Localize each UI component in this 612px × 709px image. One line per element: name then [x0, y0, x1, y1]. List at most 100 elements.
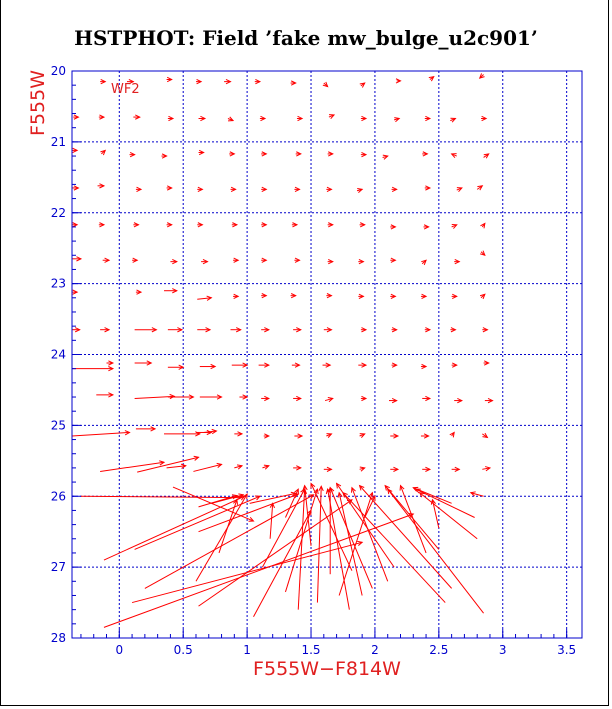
vector-arrowhead — [414, 488, 421, 494]
offset-vector — [269, 502, 275, 539]
offset-vector — [291, 362, 301, 368]
vector-arrowhead — [229, 151, 236, 157]
vector-line — [103, 495, 245, 561]
vector-line — [262, 488, 306, 568]
offset-vector — [290, 80, 297, 86]
vector-line — [203, 430, 217, 433]
vector-arrowhead — [483, 360, 490, 366]
vector-arrowhead — [361, 327, 368, 333]
offset-vector — [358, 259, 365, 265]
vector-arrowhead — [449, 431, 455, 438]
vector-arrowhead — [454, 466, 461, 472]
offset-vector — [129, 152, 136, 158]
offset-vector — [428, 75, 435, 82]
offset-vector — [335, 482, 395, 568]
vector-arrowhead — [198, 149, 205, 156]
y-tick-label: 25 — [51, 418, 66, 432]
vector-arrowhead — [408, 512, 415, 518]
offset-vector — [393, 117, 401, 123]
vector-arrowhead — [358, 293, 365, 300]
vector-arrowhead — [390, 293, 397, 300]
vector-arrowhead — [296, 151, 302, 157]
vector-arrowhead — [232, 222, 239, 228]
offset-vector — [294, 257, 301, 263]
vector-arrowhead — [357, 540, 364, 546]
offset-vector — [424, 185, 432, 191]
vector-arrowhead — [422, 151, 429, 157]
offset-vector — [135, 186, 143, 192]
vector-arrowhead — [418, 491, 425, 498]
offset-vector — [476, 185, 484, 191]
panel-label: WF2 — [111, 82, 140, 97]
offset-vector — [97, 183, 106, 189]
vector-line — [419, 492, 478, 540]
vector-arrowhead — [325, 362, 332, 368]
offset-vector — [166, 463, 187, 469]
vector-arrowhead — [166, 185, 173, 191]
offset-vector — [454, 259, 461, 265]
y-tick-label: 27 — [51, 560, 66, 574]
vector-line — [71, 431, 130, 437]
offset-vector — [482, 466, 492, 472]
offset-vector — [134, 393, 176, 400]
x-tick-label: 0 — [115, 643, 123, 657]
vector-layer — [71, 73, 494, 628]
vector-arrowhead — [318, 485, 324, 492]
vector-line — [103, 513, 414, 628]
x-tick-label: 1 — [243, 643, 251, 657]
vector-arrowhead — [180, 463, 187, 469]
vector-arrowhead — [328, 222, 334, 228]
vector-arrowhead — [421, 293, 428, 300]
vector-arrowhead — [326, 293, 333, 299]
offset-vector — [100, 327, 111, 333]
vector-arrowhead — [294, 362, 301, 368]
vector-arrowhead — [451, 224, 458, 229]
vector-line — [197, 297, 212, 300]
offset-vector — [310, 482, 353, 571]
vector-arrowhead — [200, 115, 207, 122]
vector-arrowhead — [168, 115, 175, 122]
offset-vector — [198, 499, 353, 607]
offset-vector — [261, 293, 268, 299]
vector-arrowhead — [361, 362, 368, 368]
offset-vector — [451, 293, 458, 300]
vector-arrowhead — [359, 82, 366, 88]
vector-arrowhead — [421, 363, 428, 370]
vector-line — [338, 492, 373, 596]
vector-arrowhead — [479, 250, 486, 257]
vector-arrowhead — [188, 394, 195, 400]
vector-arrowhead — [242, 493, 248, 500]
vector-arrowhead — [264, 433, 270, 439]
vector-arrowhead — [205, 327, 212, 333]
offset-vector — [261, 395, 270, 402]
offset-vector — [261, 327, 270, 333]
offset-vector — [391, 362, 398, 368]
vector-arrowhead — [430, 498, 436, 505]
vector-line — [482, 467, 491, 470]
vector-arrowhead — [302, 484, 308, 491]
offset-vector — [229, 151, 236, 157]
offset-vector — [359, 433, 366, 438]
offset-vector — [391, 327, 398, 333]
vector-arrowhead — [452, 293, 458, 300]
vector-arrowhead — [172, 288, 178, 294]
grid — [72, 70, 582, 639]
vector-arrowhead — [351, 486, 356, 493]
offset-vector — [327, 486, 333, 575]
offset-vector — [338, 491, 374, 596]
offset-vector — [197, 295, 213, 301]
vector-arrowhead — [328, 259, 334, 265]
vector-arrowhead — [390, 257, 397, 263]
offset-vector — [391, 186, 398, 192]
vector-arrowhead — [76, 256, 83, 262]
offset-vector — [193, 462, 223, 472]
vector-arrowhead — [242, 362, 249, 368]
offset-vector — [100, 460, 166, 472]
vector-arrowhead — [236, 327, 242, 333]
offset-vector — [106, 360, 115, 366]
vector-arrowhead — [399, 484, 405, 491]
offset-vector — [224, 79, 232, 85]
offset-vector — [384, 484, 440, 550]
vector-arrowhead — [425, 185, 432, 191]
